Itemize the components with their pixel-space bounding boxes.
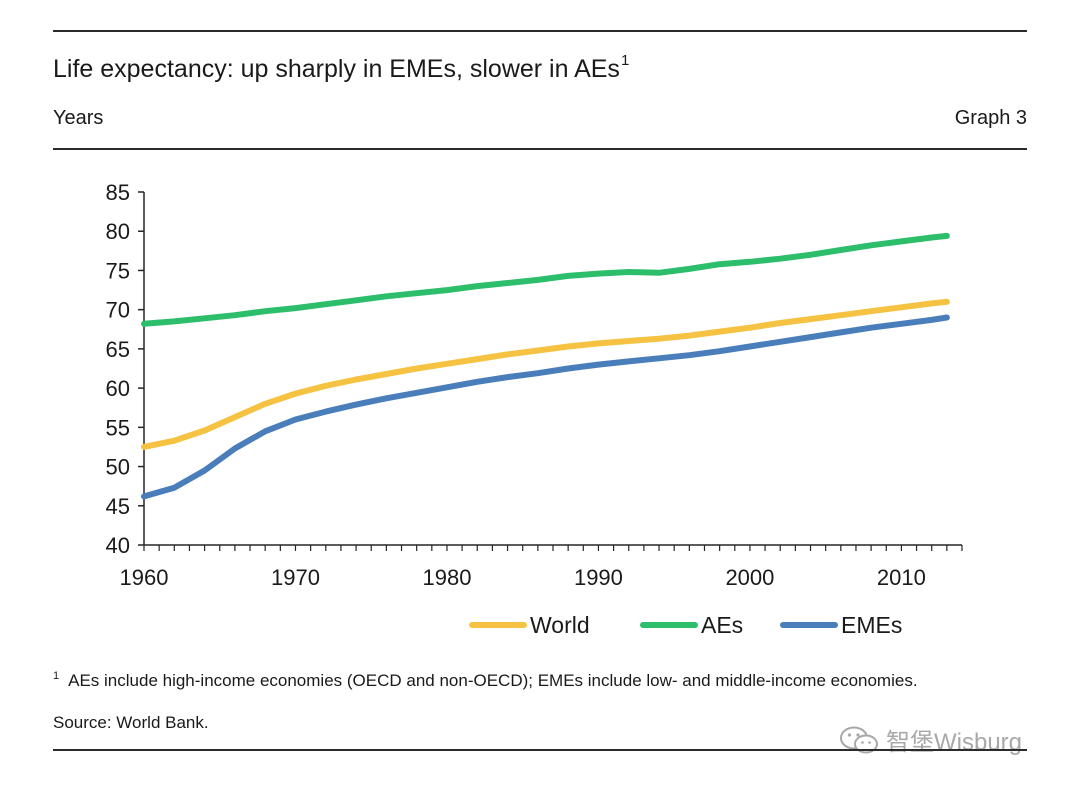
y-tick-label: 85: [106, 180, 130, 205]
graph-number: Graph 3: [954, 107, 1027, 129]
y-tick-label: 80: [106, 219, 130, 244]
x-tick-label: 1970: [271, 565, 320, 590]
header-rule: [53, 148, 1027, 150]
footnote-text: AEs include high-income economies (OECD …: [68, 671, 918, 690]
footnote: 1 AEs include high-income economies (OECD…: [53, 670, 918, 691]
x-tick-label: 1980: [422, 565, 471, 590]
x-tick-label: 2000: [725, 565, 774, 590]
y-tick-label: 65: [106, 337, 130, 362]
watermark: 智堡Wisburg: [838, 722, 1022, 757]
y-tick-label: 70: [106, 298, 130, 323]
series-line-emes: [141, 314, 950, 500]
legend-label-aes: AEs: [701, 612, 743, 638]
y-tick-label: 40: [106, 533, 130, 558]
legend-label-emes: EMEs: [841, 612, 902, 638]
footnote-marker: 1: [53, 670, 60, 682]
legend-label-world: World: [530, 612, 590, 638]
title-footnote-marker: 1: [620, 52, 630, 69]
source-note: Source: World Bank.: [53, 713, 209, 732]
series-line-aes: [141, 232, 950, 327]
y-tick-label: 55: [106, 415, 130, 440]
bottom-rule: [53, 749, 1027, 751]
watermark-text: 智堡Wisburg: [886, 729, 1023, 756]
x-tick-label: 2010: [877, 565, 926, 590]
unit-label: Years: [53, 107, 104, 129]
y-tick-label: 50: [106, 455, 130, 480]
series-line-world: [141, 298, 950, 450]
wechat-icon: [840, 726, 878, 753]
line-chart: 40 45 50 55 60 65 70 75 80 85 1960 1970 1980 1990 2000…: [106, 180, 963, 638]
chart-title: Life expectancy: up sharply in EMEs, slo…: [53, 52, 630, 83]
y-tick-label: 75: [106, 258, 130, 283]
top-rule: [53, 30, 1027, 32]
y-tick-label: 60: [106, 376, 130, 401]
y-tick-label: 45: [106, 494, 130, 519]
x-tick-label: 1990: [574, 565, 623, 590]
x-tick-label: 1960: [120, 565, 169, 590]
